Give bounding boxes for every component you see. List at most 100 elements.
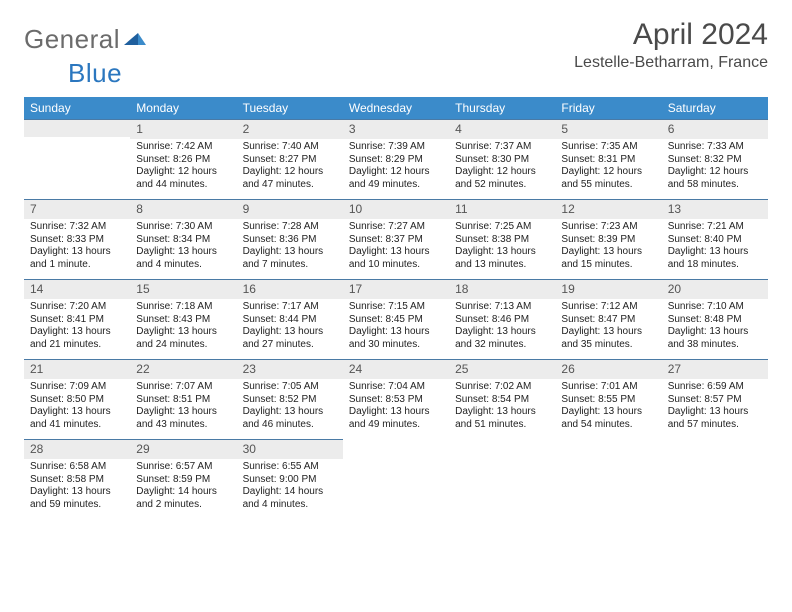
sunrise-text: Sunrise: 7:12 AM	[561, 301, 655, 314]
daylight-text: Daylight: 12 hours	[243, 166, 337, 179]
daylight-text: and 7 minutes.	[243, 259, 337, 272]
daylight-text: and 27 minutes.	[243, 339, 337, 352]
daylight-text: and 38 minutes.	[668, 339, 762, 352]
day-body: Sunrise: 7:09 AMSunset: 8:50 PMDaylight:…	[24, 379, 130, 439]
day-body: Sunrise: 7:15 AMSunset: 8:45 PMDaylight:…	[343, 299, 449, 359]
calendar-cell: 13Sunrise: 7:21 AMSunset: 8:40 PMDayligh…	[662, 199, 768, 279]
calendar-cell	[555, 439, 661, 519]
calendar-cell: 4Sunrise: 7:37 AMSunset: 8:30 PMDaylight…	[449, 119, 555, 199]
sunset-text: Sunset: 8:45 PM	[349, 314, 443, 327]
weekday-header: Tuesday	[237, 97, 343, 119]
sunset-text: Sunset: 8:54 PM	[455, 394, 549, 407]
day-body: Sunrise: 7:02 AMSunset: 8:54 PMDaylight:…	[449, 379, 555, 439]
sunset-text: Sunset: 8:33 PM	[30, 234, 124, 247]
day-body: Sunrise: 7:18 AMSunset: 8:43 PMDaylight:…	[130, 299, 236, 359]
daylight-text: Daylight: 13 hours	[561, 406, 655, 419]
calendar-week-row: 28Sunrise: 6:58 AMSunset: 8:58 PMDayligh…	[24, 439, 768, 519]
sunrise-text: Sunrise: 7:32 AM	[30, 221, 124, 234]
sunset-text: Sunset: 8:44 PM	[243, 314, 337, 327]
day-body: Sunrise: 7:21 AMSunset: 8:40 PMDaylight:…	[662, 219, 768, 279]
daylight-text: Daylight: 12 hours	[455, 166, 549, 179]
location-label: Lestelle-Betharram, France	[574, 54, 768, 72]
daylight-text: and 49 minutes.	[349, 179, 443, 192]
calendar-cell: 27Sunrise: 6:59 AMSunset: 8:57 PMDayligh…	[662, 359, 768, 439]
daylight-text: Daylight: 13 hours	[455, 246, 549, 259]
sunset-text: Sunset: 8:31 PM	[561, 154, 655, 167]
day-number: 20	[662, 279, 768, 299]
calendar-cell: 3Sunrise: 7:39 AMSunset: 8:29 PMDaylight…	[343, 119, 449, 199]
sunset-text: Sunset: 8:58 PM	[30, 474, 124, 487]
calendar-cell: 15Sunrise: 7:18 AMSunset: 8:43 PMDayligh…	[130, 279, 236, 359]
day-number: 29	[130, 439, 236, 459]
day-number: 13	[662, 199, 768, 219]
day-body: Sunrise: 6:57 AMSunset: 8:59 PMDaylight:…	[130, 459, 236, 519]
sunrise-text: Sunrise: 7:10 AM	[668, 301, 762, 314]
daylight-text: and 18 minutes.	[668, 259, 762, 272]
brand-part2: Blue	[68, 58, 122, 88]
calendar-cell	[449, 439, 555, 519]
daylight-text: Daylight: 13 hours	[136, 246, 230, 259]
daylight-text: Daylight: 13 hours	[349, 246, 443, 259]
sunset-text: Sunset: 8:29 PM	[349, 154, 443, 167]
daylight-text: and 47 minutes.	[243, 179, 337, 192]
calendar-week-row: 21Sunrise: 7:09 AMSunset: 8:50 PMDayligh…	[24, 359, 768, 439]
day-number: 8	[130, 199, 236, 219]
calendar-cell: 8Sunrise: 7:30 AMSunset: 8:34 PMDaylight…	[130, 199, 236, 279]
sunrise-text: Sunrise: 7:23 AM	[561, 221, 655, 234]
day-body: Sunrise: 7:17 AMSunset: 8:44 PMDaylight:…	[237, 299, 343, 359]
day-body: Sunrise: 7:04 AMSunset: 8:53 PMDaylight:…	[343, 379, 449, 439]
calendar-cell: 19Sunrise: 7:12 AMSunset: 8:47 PMDayligh…	[555, 279, 661, 359]
day-number: 22	[130, 359, 236, 379]
sunset-text: Sunset: 8:59 PM	[136, 474, 230, 487]
weekday-header: Monday	[130, 97, 236, 119]
day-body: Sunrise: 7:37 AMSunset: 8:30 PMDaylight:…	[449, 139, 555, 199]
day-number: 1	[130, 119, 236, 139]
sunrise-text: Sunrise: 7:07 AM	[136, 381, 230, 394]
calendar-cell: 21Sunrise: 7:09 AMSunset: 8:50 PMDayligh…	[24, 359, 130, 439]
daylight-text: and 57 minutes.	[668, 419, 762, 432]
sunrise-text: Sunrise: 7:21 AM	[668, 221, 762, 234]
daylight-text: and 41 minutes.	[30, 419, 124, 432]
weekday-header-row: Sunday Monday Tuesday Wednesday Thursday…	[24, 97, 768, 119]
sunrise-text: Sunrise: 7:04 AM	[349, 381, 443, 394]
daylight-text: Daylight: 13 hours	[136, 406, 230, 419]
sunrise-text: Sunrise: 7:18 AM	[136, 301, 230, 314]
daylight-text: Daylight: 13 hours	[561, 326, 655, 339]
weekday-header: Saturday	[662, 97, 768, 119]
day-body: Sunrise: 7:30 AMSunset: 8:34 PMDaylight:…	[130, 219, 236, 279]
daylight-text: Daylight: 13 hours	[349, 406, 443, 419]
daylight-text: Daylight: 12 hours	[668, 166, 762, 179]
day-number: 28	[24, 439, 130, 459]
day-number: 9	[237, 199, 343, 219]
day-number: 11	[449, 199, 555, 219]
sunrise-text: Sunrise: 7:13 AM	[455, 301, 549, 314]
sunrise-text: Sunrise: 7:33 AM	[668, 141, 762, 154]
daylight-text: and 43 minutes.	[136, 419, 230, 432]
weekday-header: Sunday	[24, 97, 130, 119]
brand-part1: General	[24, 24, 120, 55]
calendar-cell: 26Sunrise: 7:01 AMSunset: 8:55 PMDayligh…	[555, 359, 661, 439]
day-number: 6	[662, 119, 768, 139]
day-number: 3	[343, 119, 449, 139]
sunrise-text: Sunrise: 7:37 AM	[455, 141, 549, 154]
calendar-cell: 20Sunrise: 7:10 AMSunset: 8:48 PMDayligh…	[662, 279, 768, 359]
daylight-text: Daylight: 13 hours	[561, 246, 655, 259]
daylight-text: and 52 minutes.	[455, 179, 549, 192]
day-number: 26	[555, 359, 661, 379]
calendar-cell: 16Sunrise: 7:17 AMSunset: 8:44 PMDayligh…	[237, 279, 343, 359]
day-body: Sunrise: 7:42 AMSunset: 8:26 PMDaylight:…	[130, 139, 236, 199]
sunrise-text: Sunrise: 7:15 AM	[349, 301, 443, 314]
sunset-text: Sunset: 8:39 PM	[561, 234, 655, 247]
sunrise-text: Sunrise: 7:42 AM	[136, 141, 230, 154]
day-number: 2	[237, 119, 343, 139]
daylight-text: and 55 minutes.	[561, 179, 655, 192]
daylight-text: Daylight: 13 hours	[243, 326, 337, 339]
weekday-header: Thursday	[449, 97, 555, 119]
calendar-week-row: 1Sunrise: 7:42 AMSunset: 8:26 PMDaylight…	[24, 119, 768, 199]
calendar-cell: 1Sunrise: 7:42 AMSunset: 8:26 PMDaylight…	[130, 119, 236, 199]
day-body: Sunrise: 6:58 AMSunset: 8:58 PMDaylight:…	[24, 459, 130, 519]
day-number: 21	[24, 359, 130, 379]
daylight-text: and 49 minutes.	[349, 419, 443, 432]
day-number: 24	[343, 359, 449, 379]
daylight-text: and 32 minutes.	[455, 339, 549, 352]
